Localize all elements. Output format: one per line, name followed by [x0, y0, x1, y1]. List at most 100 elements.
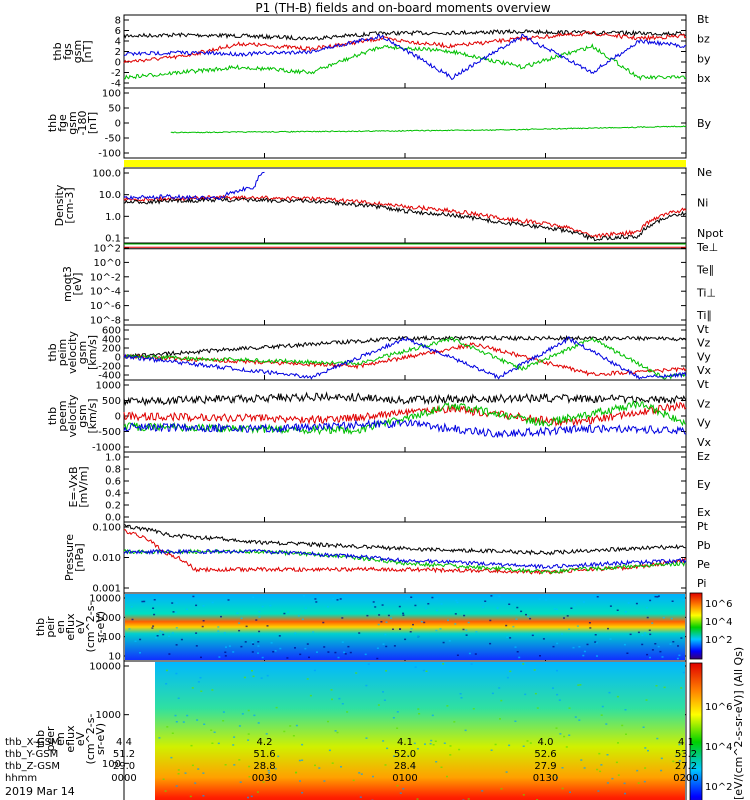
panel-frame [123, 451, 687, 523]
legend-density-Npot: Npot [697, 227, 724, 240]
legend-ivel-Vx: Vx [697, 364, 712, 377]
spectrogram-cell [177, 769, 180, 771]
y-tick-label: 1000 [96, 613, 121, 624]
spectrogram-cell [247, 709, 250, 712]
spectrogram-cell [161, 631, 164, 633]
spectrogram-cell [556, 669, 558, 672]
panels: 86420-2-4thbfgsgsm[nT]Btbzbybx100500-50-… [34, 13, 724, 800]
spectrogram-cell [431, 596, 434, 599]
spectrogram-cell [327, 720, 329, 723]
spectrogram-cell [649, 599, 652, 602]
y-axis-label-line: eflux [64, 613, 77, 641]
spectrogram-cell [224, 655, 227, 657]
spectrogram-cell [431, 714, 434, 717]
series-pressure-Pb [123, 529, 687, 575]
spectrogram-cell [377, 704, 380, 706]
spectrogram-cell [576, 625, 579, 627]
legend-fgs-by: by [697, 52, 711, 65]
spectrogram-cell [555, 727, 558, 729]
spectrogram-cell [475, 631, 478, 633]
spectrogram-cell [130, 606, 133, 608]
y-axis-label-line: thb [34, 730, 47, 748]
spectrogram-cell [202, 605, 205, 607]
spectrogram-cell [385, 645, 388, 648]
spectrogram-cell [509, 637, 512, 639]
spectrogram-cell [425, 607, 427, 609]
spectrogram-cell [334, 730, 337, 732]
y-axis-label-line: [nT] [81, 40, 94, 62]
colorbar-espec [689, 662, 703, 800]
y-axis-label: thbfgegsm-180[nT] [46, 111, 99, 136]
spectrogram-cell [556, 642, 559, 645]
spectrogram-cell [298, 759, 301, 762]
spectrogram-cell [374, 606, 377, 608]
spectrogram-cell [615, 761, 618, 764]
legend-pressure-Pb: Pb [697, 539, 711, 552]
spectrogram-cell [496, 606, 499, 609]
spectrogram-cell [589, 627, 592, 629]
spectrogram-cell [165, 683, 168, 685]
y-axis-label-line: sr-eV) [94, 723, 107, 755]
spectrogram-cell [646, 616, 649, 619]
spectrogram-cell [498, 687, 501, 689]
spectrogram-cell [341, 617, 344, 619]
spectrogram-cell [678, 743, 681, 746]
spectrogram-cell [649, 656, 651, 659]
spectrogram-cell [609, 605, 612, 607]
spectrogram-cell [175, 602, 178, 604]
y-axis-label-line: [mV/m] [77, 466, 90, 507]
spectrogram-cell [434, 740, 437, 742]
spectrogram-cell [566, 615, 569, 617]
y-axis-label-line: [km/s] [86, 335, 99, 370]
spectrogram-cell [412, 765, 415, 768]
spectrogram-cell [275, 706, 278, 709]
legend-fgs-bz: bz [697, 33, 710, 46]
spectrogram-cell [396, 711, 399, 713]
spectrogram-cell [468, 652, 471, 655]
x-axis-value: 0030 [252, 773, 277, 784]
series-density-Ni [123, 196, 687, 242]
panel-ivel: 6004002000-200-400thbpeimvelocitygsm[km/… [46, 323, 712, 382]
y-axis-label: moqt3[eV] [61, 266, 84, 302]
spectrogram-cell [600, 764, 603, 766]
y-axis-label-line: [nT] [86, 112, 99, 134]
spectrogram-cell [683, 599, 685, 601]
y-axis-label: thbpeerenefluxeV(cm^2-s-sr-eV) [34, 714, 107, 765]
x-axis-value: 0130 [533, 773, 558, 784]
x-axis-value: 0000 [111, 773, 136, 784]
spectrogram-cell [409, 631, 412, 633]
spectrogram-cell [625, 733, 627, 735]
spectrogram-cell [506, 676, 509, 679]
spectrogram-cell [527, 615, 530, 618]
spectrogram-cell [308, 656, 310, 659]
series-pressure-Pi [123, 548, 687, 570]
spectrogram-cell [332, 597, 335, 600]
spectrogram-cell [393, 755, 396, 757]
spectrogram-cell [359, 796, 362, 798]
y-axis-label-line: velocity [66, 331, 79, 374]
spectrogram-cell [545, 599, 548, 601]
legend-pressure-Pi: Pi [697, 577, 706, 590]
spectrogram-cell [211, 742, 214, 744]
spectrogram-cell [328, 749, 331, 752]
spectrogram-cell [314, 764, 316, 767]
spectrogram-cell [380, 621, 383, 623]
spectrogram-cell [156, 635, 159, 637]
y-axis-label-line: gsm [76, 341, 89, 364]
spectrogram-cell [675, 755, 678, 757]
spectrogram-cell [168, 635, 171, 637]
spectrogram-cell [152, 607, 155, 609]
spectrogram-cell [341, 703, 344, 705]
spectrogram-cell [539, 655, 541, 657]
y-axis-label-line: -180 [76, 111, 89, 136]
spectrogram-cell [596, 768, 599, 771]
spectrogram-cell [594, 641, 597, 643]
spectrogram-cell [347, 645, 350, 648]
spectrogram-cell [247, 796, 249, 799]
spectrogram-cell [522, 794, 525, 796]
spectrogram-cell [568, 628, 571, 630]
x-axis-row-label: thb_X-GSM [5, 737, 60, 748]
spectrogram-cell [224, 651, 227, 653]
spectrogram-cell [261, 656, 264, 659]
